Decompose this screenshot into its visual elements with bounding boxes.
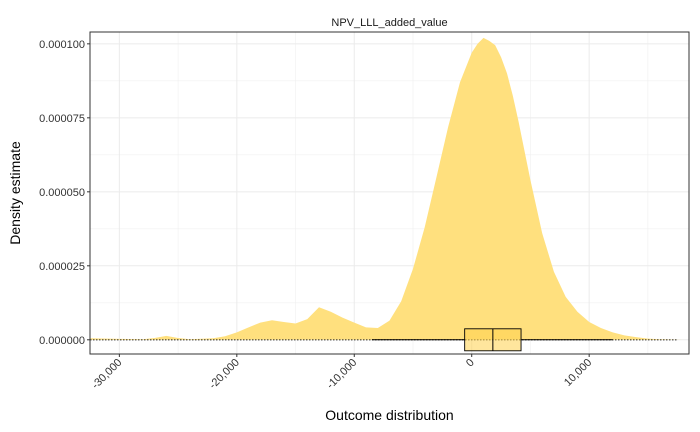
y-tick-label: 0.000075 bbox=[39, 113, 85, 125]
y-tick-label: 0.000025 bbox=[39, 261, 85, 273]
facet-strip bbox=[90, 12, 689, 32]
y-axis-title: Density estimate bbox=[7, 141, 23, 245]
y-tick-label: 0.000050 bbox=[39, 187, 85, 199]
boxplot-layer bbox=[90, 328, 678, 352]
y-tick-label: 0.000000 bbox=[39, 335, 85, 347]
plot-border bbox=[89, 31, 690, 355]
density-area bbox=[90, 37, 684, 340]
facet-label: NPV_LLL_added_value bbox=[331, 17, 447, 29]
y-tick-label: 0.000100 bbox=[39, 39, 85, 51]
y-axis: 0.000000 0.000025 0.000050 0.000075 0.000100 bbox=[39, 39, 90, 347]
x-axis-title: Outcome distribution bbox=[325, 407, 453, 423]
density-area-layer bbox=[90, 37, 684, 340]
plot-panel bbox=[90, 32, 689, 354]
